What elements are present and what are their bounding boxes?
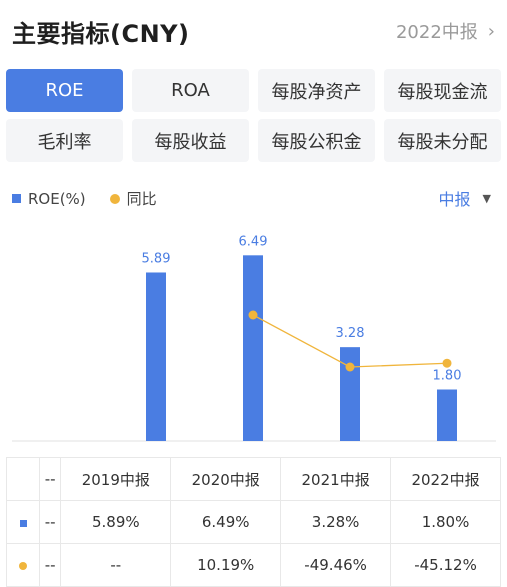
roe-bar-label: 5.89 — [142, 251, 171, 266]
table-header-cell: 2022中报 — [390, 457, 501, 501]
table-cell: 3.28% — [280, 500, 392, 544]
table-cell — [6, 543, 40, 587]
yoy-point — [442, 358, 452, 368]
report-period-link[interactable]: 2022中报 › — [396, 18, 495, 44]
tab-cash-flow-per-share[interactable]: 每股现金流 — [384, 69, 501, 112]
tab-roe[interactable]: ROE — [6, 69, 123, 112]
table-cell — [6, 500, 40, 544]
bar-legend-label: ROE(%) — [28, 189, 86, 208]
roe-bar — [243, 255, 263, 441]
dropdown-arrow-icon: ▼ — [482, 191, 491, 205]
tab-eps[interactable]: 每股收益 — [132, 119, 249, 162]
table-cell: -- — [38, 543, 62, 587]
roe-bar — [340, 347, 360, 441]
table-header-cell: 2021中报 — [280, 457, 392, 501]
bar-series-marker — [19, 520, 27, 527]
line-legend-swatch — [109, 193, 120, 204]
period-select[interactable]: 中报 ▼ — [439, 186, 491, 210]
data-table: -- 2019中报 2020中报 2021中报 2022中报 -- 5.89% … — [6, 457, 501, 587]
table-header-cell: 2019中报 — [60, 457, 172, 501]
table-cell: -49.46% — [280, 543, 392, 587]
roe-bar-label: 3.28 — [336, 326, 365, 341]
table-cell: 6.49% — [170, 500, 282, 544]
table-row: -- 5.89% 6.49% 3.28% 1.80% — [6, 500, 501, 544]
header: 主要指标(CNY) 2022中报 › — [0, 0, 507, 60]
line-series-marker — [19, 562, 27, 570]
tab-undistributed-per-share[interactable]: 每股未分配 — [384, 119, 501, 162]
table-cell: -- — [38, 500, 62, 544]
roe-bar-label: 1.80 — [433, 369, 462, 384]
table-cell — [6, 457, 40, 501]
yoy-point — [345, 362, 355, 372]
roe-bar — [146, 272, 166, 441]
table-cell: 1.80% — [390, 500, 501, 544]
yoy-point — [248, 310, 258, 320]
bar-legend-swatch — [12, 194, 21, 203]
roe-chart: 5.89 6.49 3.28 1.80 — [12, 234, 496, 442]
table-header-cell: -- — [38, 457, 62, 501]
roe-bar-label: 6.49 — [239, 234, 268, 249]
table-header-row: -- 2019中报 2020中报 2021中报 2022中报 — [6, 457, 501, 501]
chart-legend: ROE(%) 同比 — [12, 188, 157, 209]
period-select-label: 中报 — [438, 190, 471, 209]
table-cell: 5.89% — [60, 500, 172, 544]
table-cell: -45.12% — [390, 543, 501, 587]
table-row: -- -- 10.19% -49.46% -45.12% — [6, 543, 501, 587]
table-cell: 10.19% — [170, 543, 282, 587]
roe-bar — [437, 389, 457, 441]
tab-reserve-per-share[interactable]: 每股公积金 — [258, 119, 375, 162]
tab-gross-margin[interactable]: 毛利率 — [6, 119, 123, 162]
tab-net-assets-per-share[interactable]: 每股净资产 — [258, 69, 375, 112]
table-header-cell: 2020中报 — [170, 457, 282, 501]
table-cell: -- — [60, 543, 172, 587]
tab-roa[interactable]: ROA — [132, 69, 249, 112]
report-period-label: 2022中报 — [395, 22, 478, 43]
line-legend-label: 同比 — [126, 190, 157, 208]
chevron-right-icon: › — [487, 20, 495, 42]
page-title: 主要指标(CNY) — [12, 20, 190, 48]
